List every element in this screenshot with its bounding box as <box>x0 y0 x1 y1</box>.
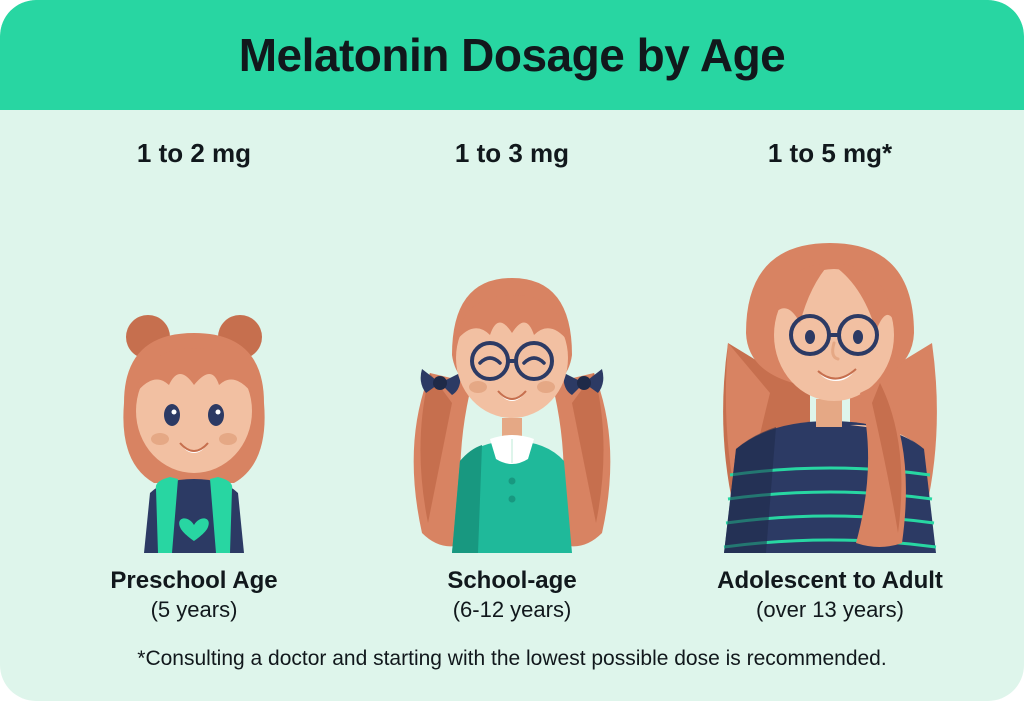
columns-grid: 1 to 2 mg <box>40 138 984 623</box>
illustration-adolescent <box>676 187 984 553</box>
illustration-preschool <box>40 187 348 553</box>
column-preschool: 1 to 2 mg <box>40 138 348 623</box>
group-title-preschool: Preschool Age <box>110 567 277 595</box>
footnote: *Consulting a doctor and starting with t… <box>40 623 984 701</box>
page-title: Melatonin Dosage by Age <box>239 28 786 82</box>
school-girl-icon <box>382 243 642 553</box>
group-title-adolescent: Adolescent to Adult <box>717 567 943 595</box>
illustration-school <box>358 187 666 553</box>
preschool-girl-icon <box>84 293 304 553</box>
body: 1 to 2 mg <box>0 110 1024 701</box>
infographic-card: Melatonin Dosage by Age 1 to 2 mg <box>0 0 1024 701</box>
group-sub-preschool: (5 years) <box>151 597 238 623</box>
dosage-preschool: 1 to 2 mg <box>137 138 251 169</box>
column-adolescent: 1 to 5 mg* <box>676 138 984 623</box>
group-sub-school: (6-12 years) <box>453 597 572 623</box>
group-title-school: School-age <box>447 567 576 595</box>
dosage-school: 1 to 3 mg <box>455 138 569 169</box>
group-sub-adolescent: (over 13 years) <box>756 597 904 623</box>
header-bar: Melatonin Dosage by Age <box>0 0 1024 110</box>
column-school: 1 to 3 mg <box>358 138 666 623</box>
dosage-adolescent: 1 to 5 mg* <box>768 138 892 169</box>
adolescent-icon <box>680 213 980 553</box>
